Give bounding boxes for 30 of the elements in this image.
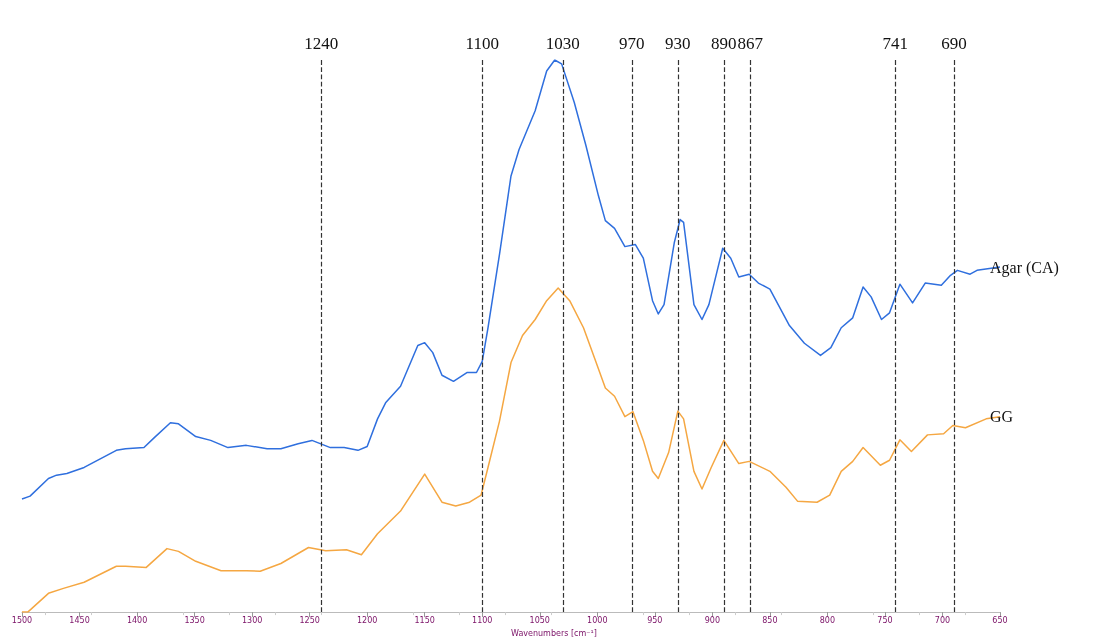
x-tick-label: 1200 [357,615,378,625]
ref-line-label: 1240 [304,34,339,53]
series-label: GG [990,408,1014,426]
ref-line-label: 1030 [545,34,580,53]
ref-line-label: 970 [619,34,645,53]
x-tick-label: 800 [819,615,836,625]
x-tick-label: 1300 [241,615,263,625]
x-tick-label: 1450 [69,615,90,625]
x-tick-label: 1400 [126,615,148,625]
x-tick-label: 750 [877,615,893,625]
ref-line-label: 690 [941,34,967,53]
ref-line-label: 1100 [465,34,499,53]
x-tick-label: 900 [704,615,720,625]
x-tick-label: 1150 [414,615,435,625]
x-tick-label: 1500 [11,615,33,625]
x-tick-label: 1000 [587,615,608,625]
ref-line-label: 741 [882,34,909,53]
x-tick-label: 850 [762,615,778,625]
x-tick-label: 1350 [184,615,205,625]
x-tick-label: 700 [934,615,951,625]
ref-line-label: 890 [711,34,737,53]
x-tick-label: 1050 [529,615,550,625]
x-axis-title: Wavenumbers [cm⁻¹] [511,628,597,638]
ref-line-label: 867 [737,34,764,53]
x-tick-label: 950 [647,615,663,625]
x-tick-label: 1100 [472,615,493,625]
series-label: Agar (CA) [990,258,1059,277]
x-tick-label: 1250 [299,615,320,625]
x-tick-label: 650 [992,615,1008,625]
ref-line-label: 930 [665,34,691,53]
